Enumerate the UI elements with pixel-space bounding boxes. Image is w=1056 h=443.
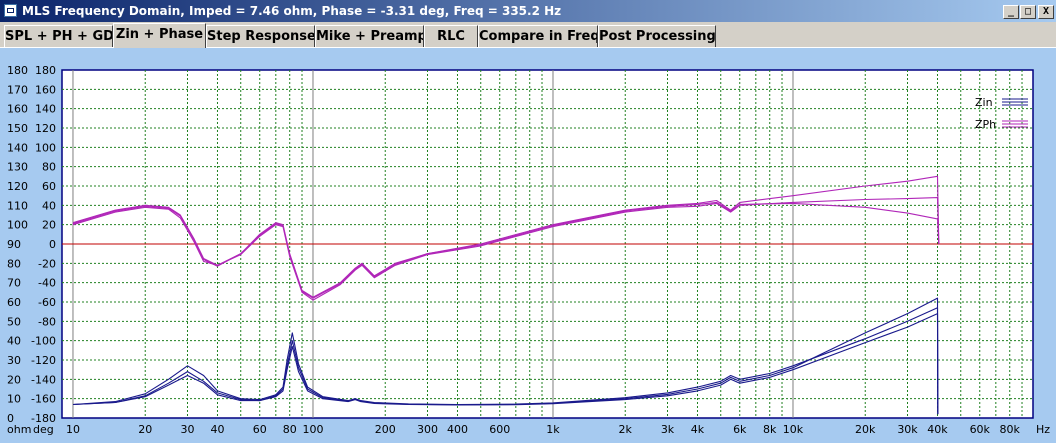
x-tick-label: 60 [253, 423, 267, 436]
legend-label: ZPh [975, 118, 996, 131]
x-tick-label: 6k [733, 423, 747, 436]
y-tick-label-deg: 60 [42, 180, 56, 193]
zph-curve [72, 201, 940, 299]
legend-label: Zin [975, 96, 993, 109]
y-tick-label-deg: -100 [31, 335, 56, 348]
x-tick-label: 40 [210, 423, 224, 436]
y-tick-label-ohm: 100 [7, 219, 28, 232]
x-tick-label: 1k [546, 423, 560, 436]
y-tick-label-ohm: 140 [7, 141, 28, 154]
y-tick-label-ohm: 80 [7, 257, 21, 270]
y-tick-label-deg: 80 [42, 161, 56, 174]
y-tick-label-ohm: 50 [7, 315, 21, 328]
window-title: MLS Frequency Domain, Imped = 7.46 ohm, … [22, 4, 562, 18]
y-tick-label-ohm: 130 [7, 161, 28, 174]
close-button[interactable]: X [1038, 5, 1054, 19]
impedance-phase-chart[interactable]: 0102030405060708090100110120130140150160… [0, 48, 1056, 443]
x-tick-label: 20k [855, 423, 876, 436]
y-tick-label-deg: 40 [42, 199, 56, 212]
y-tick-label-ohm: 0 [7, 412, 14, 425]
x-tick-label: 2k [619, 423, 633, 436]
y-tick-label-ohm: 70 [7, 277, 21, 290]
x-tick-label: 30k [897, 423, 918, 436]
y-tick-label-ohm: 10 [7, 393, 21, 406]
tab-post-processing[interactable]: Post Processing [598, 25, 716, 47]
y-tick-label-deg: -80 [38, 315, 56, 328]
y-tick-label-ohm: 180 [7, 64, 28, 77]
maximize-button[interactable]: □ [1020, 5, 1036, 19]
y-tick-label-ohm: 120 [7, 180, 28, 193]
x-tick-label: 200 [375, 423, 396, 436]
y-tick-label-deg: -160 [31, 393, 56, 406]
x-tick-label: 400 [447, 423, 468, 436]
y-tick-label-deg: 0 [49, 238, 56, 251]
x-tick-label: 4k [691, 423, 705, 436]
chart-panel: 0 10 20 30 40 50 60 70 80 90 100 110 120 130 140 150 160… [0, 48, 1056, 443]
y-tick-label-deg: -120 [31, 354, 56, 367]
x-tick-label: 8k [763, 423, 777, 436]
y-tick-label-deg: -140 [31, 373, 56, 386]
axis-unit-ohm: ohm [7, 423, 31, 436]
x-tick-label: 10k [783, 423, 804, 436]
y-tick-label-deg: 20 [42, 219, 56, 232]
tab-rlc[interactable]: RLC [424, 25, 478, 47]
x-tick-label: 30 [180, 423, 194, 436]
title-bar: MLS Frequency Domain, Imped = 7.46 ohm, … [0, 0, 1056, 22]
tab-spl-ph-gd[interactable]: SPL + PH + GD [4, 25, 113, 47]
y-tick-label-ohm: 30 [7, 354, 21, 367]
y-tick-label-ohm: 20 [7, 373, 21, 386]
axis-unit-deg: deg [33, 423, 54, 436]
y-tick-label-ohm: 150 [7, 122, 28, 135]
y-tick-label-deg: -60 [38, 296, 56, 309]
x-tick-label: 80 [283, 423, 297, 436]
x-tick-label: 300 [417, 423, 438, 436]
y-tick-label-ohm: 110 [7, 199, 28, 212]
tab-compare-in-freq[interactable]: Compare in Freq [478, 25, 598, 47]
y-tick-label-deg: 160 [35, 83, 56, 96]
x-tick-label: 3k [661, 423, 675, 436]
y-tick-label-ohm: 60 [7, 296, 21, 309]
y-tick-label-deg: -180 [31, 412, 56, 425]
app-icon[interactable] [4, 4, 17, 17]
y-tick-label-deg: 120 [35, 122, 56, 135]
axis-unit-hz: Hz [1036, 423, 1050, 436]
y-tick-label-ohm: 90 [7, 238, 21, 251]
x-tick-label: 10 [66, 423, 80, 436]
y-tick-label-deg: 100 [35, 141, 56, 154]
tab-zin-phase[interactable]: Zin + Phase [113, 23, 206, 48]
x-tick-label: 100 [302, 423, 323, 436]
y-tick-label-ohm: 170 [7, 83, 28, 96]
minimize-button[interactable]: _ [1003, 5, 1019, 19]
tab-strip: SPL + PH + GD Zin + Phase Step Response … [0, 22, 1056, 48]
tab-mike-preamp[interactable]: Mike + Preamp [315, 25, 424, 47]
y-tick-label-ohm: 160 [7, 103, 28, 116]
x-tick-label: 600 [489, 423, 510, 436]
zph-curve [72, 197, 940, 301]
x-tick-label: 60k [970, 423, 991, 436]
x-tick-label: 40k [927, 423, 948, 436]
y-tick-label-deg: -20 [38, 257, 56, 270]
y-tick-label-deg: -40 [38, 277, 56, 290]
y-tick-label-deg: 180 [35, 64, 56, 77]
x-tick-label: 20 [138, 423, 152, 436]
x-tick-label: 80k [1000, 423, 1021, 436]
tab-step-response[interactable]: Step Response [206, 25, 315, 47]
y-tick-label-ohm: 40 [7, 335, 21, 348]
y-tick-label-deg: 140 [35, 103, 56, 116]
zin-curve [72, 297, 939, 415]
